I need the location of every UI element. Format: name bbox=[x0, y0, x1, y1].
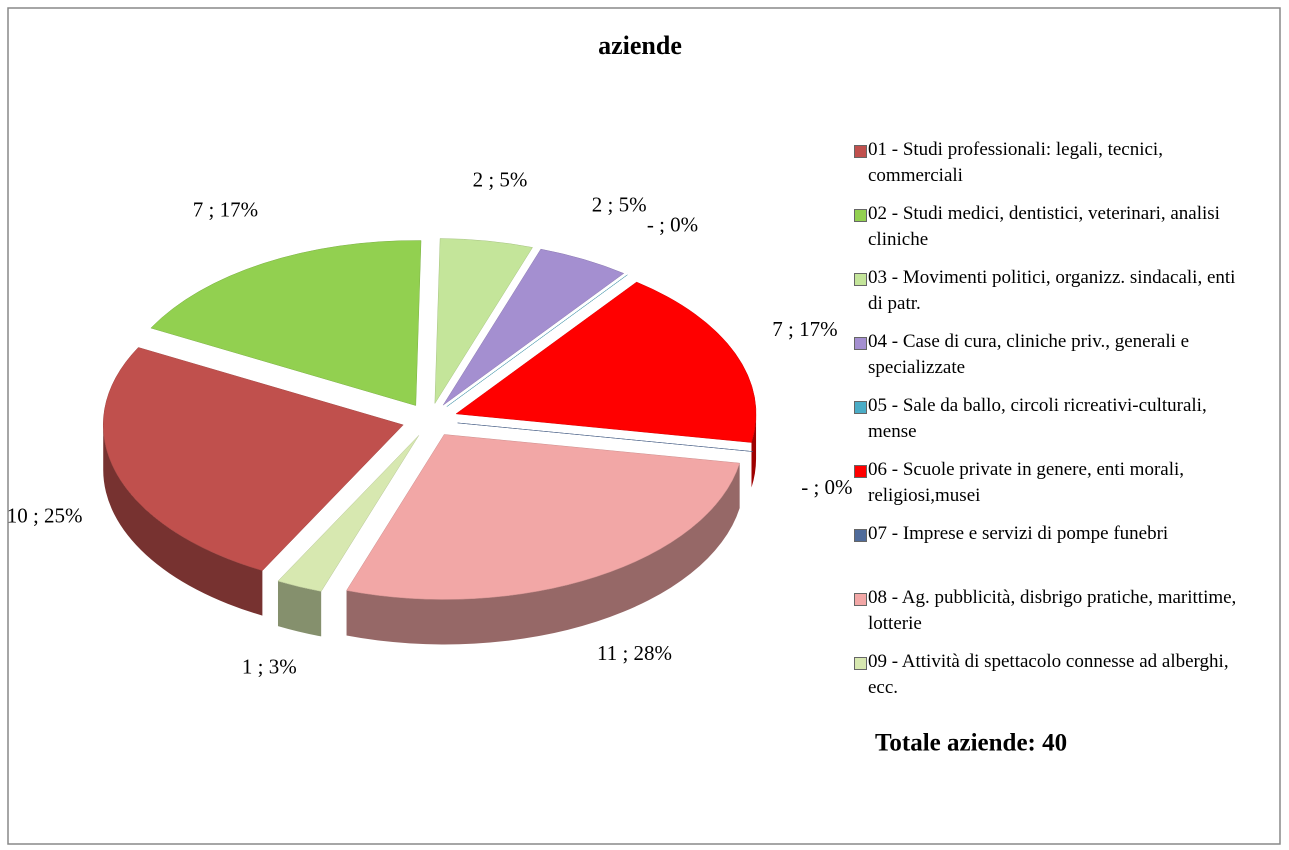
legend-label: 06 - Scuole private in genere, enti mora… bbox=[868, 459, 1185, 506]
chart-title: aziende bbox=[598, 31, 682, 60]
slice bbox=[434, 238, 533, 405]
slice-side bbox=[277, 581, 322, 637]
pie-sides bbox=[103, 413, 757, 645]
slice-side bbox=[346, 463, 740, 645]
data-label: 7 ; 17% bbox=[193, 197, 258, 221]
data-label: 10 ; 25% bbox=[7, 504, 83, 528]
legend-swatch bbox=[854, 593, 867, 606]
slice bbox=[446, 274, 628, 407]
legend-label: 03 - Movimenti politici, organizz. sinda… bbox=[868, 267, 1236, 314]
data-label: 2 ; 5% bbox=[592, 192, 647, 216]
data-label: 11 ; 28% bbox=[597, 641, 672, 665]
legend-entry: 01 - Studi professionali: legali, tecnic… bbox=[852, 137, 1242, 201]
slice-side bbox=[751, 413, 757, 488]
legend-label: 08 - Ag. pubblicità, disbrigo pratiche, … bbox=[868, 587, 1237, 634]
legend-entry: 05 - Sale da ballo, circoli ricreativi-c… bbox=[852, 393, 1242, 457]
legend-swatch bbox=[854, 401, 867, 414]
legend-entry: 03 - Movimenti politici, organizz. sinda… bbox=[852, 265, 1242, 329]
legend-label: 01 - Studi professionali: legali, tecnic… bbox=[868, 139, 1163, 186]
legend-swatch bbox=[854, 209, 867, 222]
legend-swatch bbox=[854, 529, 867, 542]
legend-swatch bbox=[854, 145, 867, 158]
legend-label: 02 - Studi medici, dentistici, veterinar… bbox=[868, 203, 1220, 250]
legend-entry: 06 - Scuole private in genere, enti mora… bbox=[852, 457, 1242, 521]
legend-label: 05 - Sale da ballo, circoli ricreativi-c… bbox=[868, 395, 1207, 442]
data-label: - ; 0% bbox=[647, 213, 698, 237]
legend-label: 04 - Case di cura, cliniche priv., gener… bbox=[868, 331, 1190, 378]
legend-label: 09 - Attività di spettacolo connesse ad … bbox=[868, 651, 1229, 698]
pie-tops bbox=[102, 238, 757, 600]
legend-swatch bbox=[854, 273, 867, 286]
legend-entry: 02 - Studi medici, dentistici, veterinar… bbox=[852, 201, 1242, 265]
legend-entry: 07 - Imprese e servizi di pompe funebri bbox=[852, 521, 1242, 585]
data-label: 1 ; 3% bbox=[242, 655, 297, 679]
slice bbox=[150, 240, 422, 406]
data-label: - ; 0% bbox=[801, 475, 852, 499]
legend-entry: 09 - Attività di spettacolo connesse ad … bbox=[852, 649, 1242, 713]
slice bbox=[455, 281, 757, 443]
legend-swatch bbox=[854, 465, 867, 478]
legend-entry: 08 - Ag. pubblicità, disbrigo pratiche, … bbox=[852, 585, 1242, 649]
data-label: 7 ; 17% bbox=[772, 317, 837, 341]
data-label: 2 ; 5% bbox=[473, 168, 528, 192]
slice bbox=[102, 347, 404, 571]
legend: 01 - Studi professionali: legali, tecnic… bbox=[852, 137, 1242, 713]
slice-side bbox=[103, 424, 263, 616]
slice bbox=[442, 248, 625, 406]
legend-swatch bbox=[854, 337, 867, 350]
total-annotation: Totale aziende: 40 bbox=[875, 730, 1067, 757]
slice bbox=[277, 435, 420, 592]
slice bbox=[346, 434, 740, 600]
legend-entry: 04 - Case di cura, cliniche priv., gener… bbox=[852, 329, 1242, 393]
legend-swatch bbox=[854, 657, 867, 670]
legend-label: 07 - Imprese e servizi di pompe funebri bbox=[868, 523, 1169, 544]
